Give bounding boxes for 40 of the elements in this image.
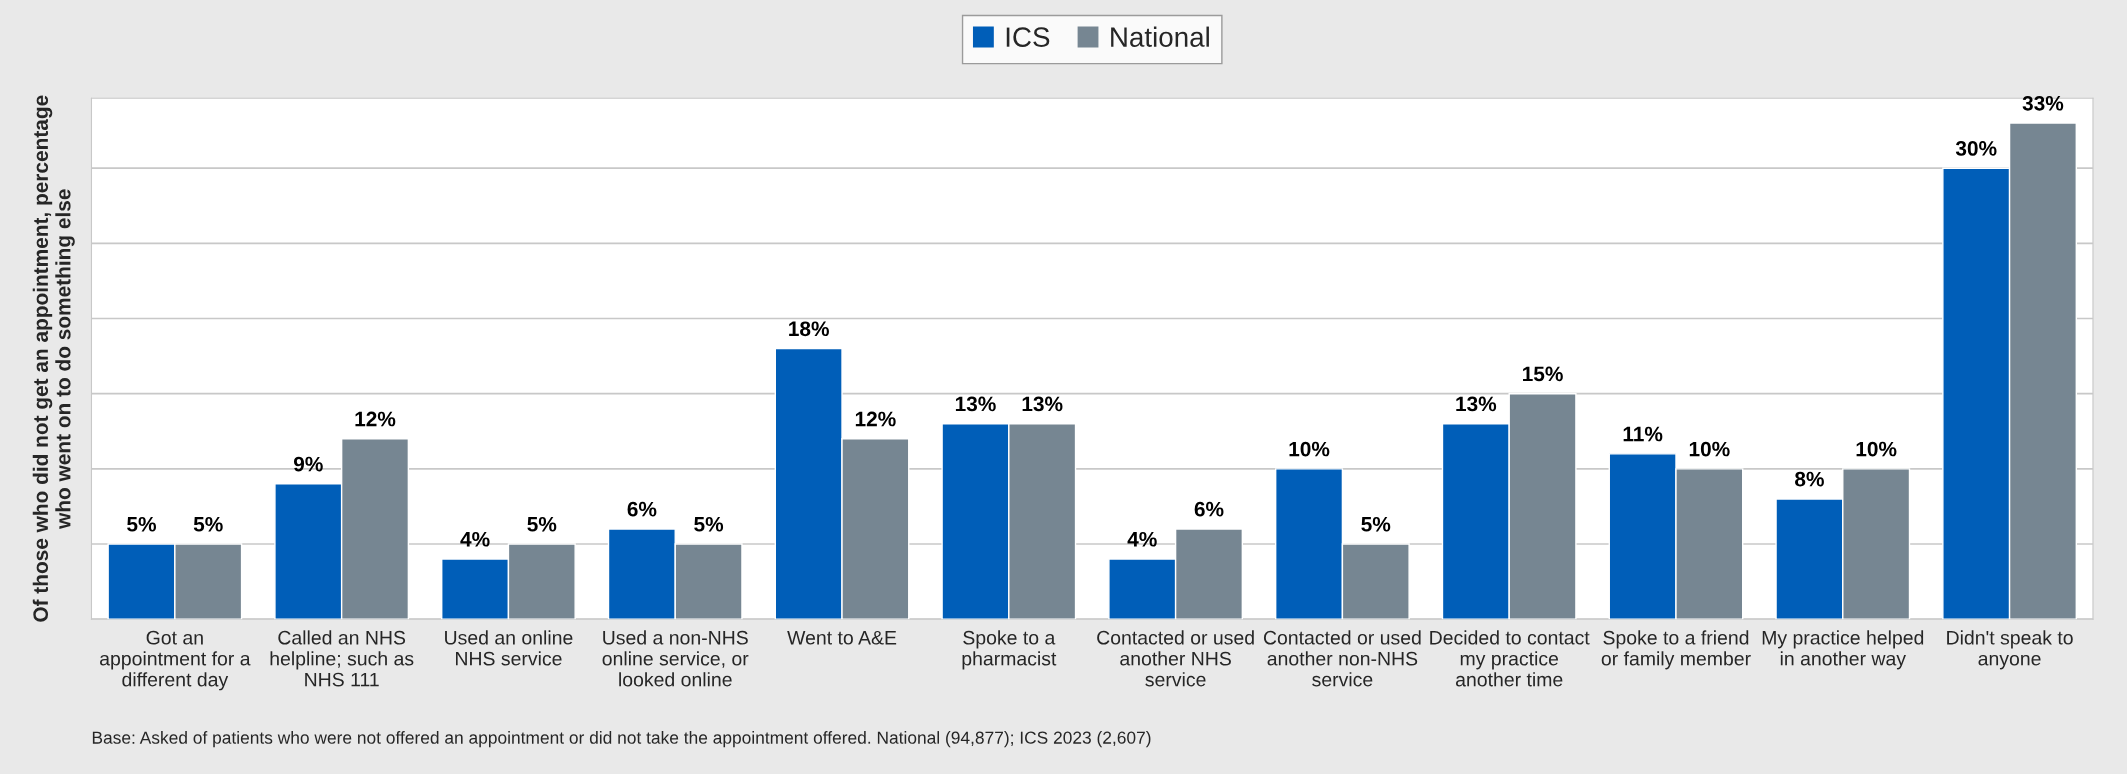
data-label: 5% bbox=[1361, 516, 1391, 532]
y-axis-title: Of those who did not get an appointment, percentage who went on to do something else bbox=[32, 95, 75, 622]
x-tick-label: Decided to contact my practice another time bbox=[1430, 630, 1590, 687]
x-tick-label: My practice helped in another way bbox=[1762, 630, 1924, 670]
data-label: 9% bbox=[293, 456, 323, 472]
x-tick-label: Used a non-NHS online service, or looked online bbox=[602, 630, 749, 687]
x-tick-label: Spoke to a pharmacist bbox=[962, 630, 1057, 670]
data-label: 13% bbox=[955, 396, 996, 412]
data-label: 13% bbox=[1022, 396, 1063, 412]
data-label: 6% bbox=[627, 501, 657, 517]
data-label: 18% bbox=[789, 321, 829, 337]
data-label: 4% bbox=[460, 531, 490, 547]
x-tick-label: Went to A&E bbox=[787, 630, 897, 645]
data-label: 33% bbox=[2022, 95, 2064, 111]
data-label: 10% bbox=[1689, 441, 1730, 457]
x-tick-label: Got an appointment for a different day bbox=[100, 630, 251, 691]
data-label: 30% bbox=[1955, 141, 1997, 156]
x-tick-label: Contacted or used another non-NHS service bbox=[1263, 630, 1421, 687]
x-tick-label: Contacted or used another NHS service bbox=[1097, 630, 1254, 687]
x-tick-label: Spoke to a friend or family member bbox=[1601, 630, 1751, 670]
data-label: 11% bbox=[1623, 426, 1663, 442]
data-label: 5% bbox=[527, 516, 557, 532]
data-label: 4% bbox=[1127, 531, 1157, 547]
data-label: 6% bbox=[1194, 501, 1224, 517]
data-label: 13% bbox=[1456, 396, 1497, 412]
x-tick-label: Called an NHS helpline; such as NHS 111 bbox=[270, 630, 414, 687]
data-label: 10% bbox=[1856, 441, 1897, 457]
x-tick-label: Didn't speak to anyone bbox=[1947, 630, 2073, 670]
data-label: 5% bbox=[193, 516, 223, 532]
data-label: 5% bbox=[694, 516, 724, 532]
data-label: 5% bbox=[127, 516, 157, 532]
legend-label: ICS bbox=[1006, 27, 1050, 47]
data-label: 8% bbox=[1795, 471, 1824, 487]
legend-label: National bbox=[1111, 26, 1209, 47]
x-tick-label: Used an online NHS service bbox=[445, 630, 573, 666]
text: Base: Asked of patients who were not offered an appointment or did not take the appointment offered. National (94,877); ICS 2023 (2,607) bbox=[92, 731, 1151, 748]
data-label: 15% bbox=[1523, 366, 1563, 382]
data-label: 10% bbox=[1289, 441, 1330, 457]
data-label: 12% bbox=[855, 411, 896, 427]
data-label: 12% bbox=[355, 411, 396, 427]
